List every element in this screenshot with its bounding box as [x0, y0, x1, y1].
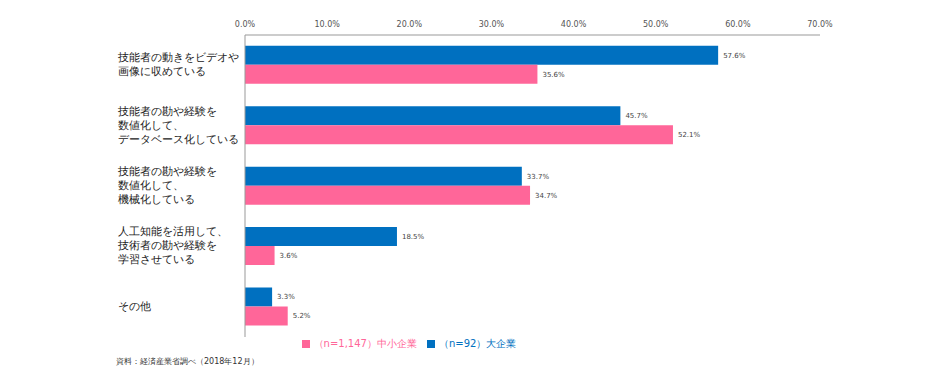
- svg-text:45.7%: 45.7%: [625, 112, 648, 120]
- svg-text:20.0%: 20.0%: [397, 20, 423, 29]
- svg-text:技能者の勘や経験を数値化して、データベース化している: 技能者の勘や経験を数値化して、データベース化している: [117, 105, 239, 146]
- svg-text:33.7%: 33.7%: [527, 173, 550, 181]
- svg-text:30.0%: 30.0%: [479, 20, 505, 29]
- html-text:資料：経済産業省調べ（2018年12月）: 資料：経済産業省調べ（2018年12月）: [116, 357, 259, 366]
- svg-text:3.3%: 3.3%: [277, 293, 295, 301]
- svg-text:70.0%: 70.0%: [807, 20, 833, 29]
- svg-text:18.5%: 18.5%: [402, 233, 425, 241]
- svg-text:0.0%: 0.0%: [235, 20, 256, 29]
- svg-text:50.0%: 50.0%: [643, 20, 669, 29]
- svg-text:10.0%: 10.0%: [314, 20, 340, 29]
- svg-text:技能者の動きをビデオや画像に収めている: 技能者の動きをビデオや画像に収めている: [117, 51, 239, 78]
- html-text:（n=92）大企業: （n=92）大企業: [439, 338, 517, 349]
- svg-text:35.6%: 35.6%: [542, 71, 565, 79]
- svg-text:52.1%: 52.1%: [678, 131, 701, 139]
- svg-text:34.7%: 34.7%: [535, 192, 558, 200]
- svg-text:その他: その他: [118, 300, 151, 313]
- svg-text:5.2%: 5.2%: [293, 312, 311, 320]
- svg-text:人工知能を活用して、技術者の勘や経験を学習させている: 人工知能を活用して、技術者の勘や経験を学習させている: [117, 225, 228, 266]
- html-text:（n=1,147）中小企業: （n=1,147）中小企業: [313, 338, 417, 349]
- svg-text:技能者の勘や経験を数値化して、機械化している: 技能者の勘や経験を数値化して、機械化している: [117, 165, 217, 206]
- svg-text:57.6%: 57.6%: [723, 52, 746, 60]
- svg-text:40.0%: 40.0%: [561, 20, 587, 29]
- svg-text:60.0%: 60.0%: [725, 20, 751, 29]
- svg-text:3.6%: 3.6%: [280, 252, 298, 260]
